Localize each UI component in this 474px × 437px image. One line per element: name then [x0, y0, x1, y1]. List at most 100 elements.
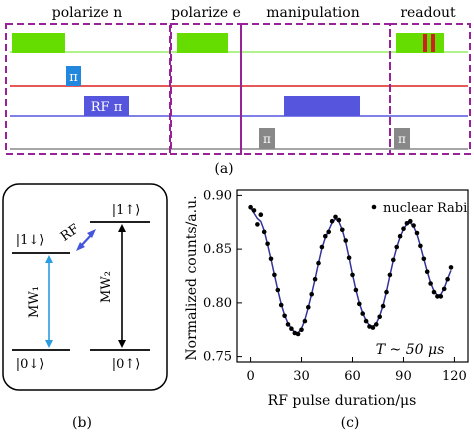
data-point [418, 243, 423, 249]
data-point [401, 226, 406, 231]
mw2-pi-label: π [263, 132, 271, 146]
data-point [306, 304, 311, 310]
mw2-pi-label: π [398, 132, 406, 146]
data-point [448, 265, 454, 270]
laser-pulse-polarize-e [177, 33, 228, 53]
y-tick-label: 0.85 [203, 242, 232, 257]
data-point [261, 229, 267, 235]
data-point [319, 244, 325, 250]
mw2-label: MW₂ [99, 271, 114, 303]
caption-c: (c) [341, 415, 360, 431]
data-point [323, 233, 328, 239]
data-point [248, 204, 253, 210]
level-label-1-up: |1↑⟩ [112, 203, 141, 218]
x-tick-label: 90 [395, 369, 412, 384]
data-point [295, 331, 301, 337]
data-point [282, 313, 287, 319]
data-point [408, 218, 413, 224]
data-point [431, 289, 437, 295]
caption-a: (a) [214, 161, 233, 177]
data-point [289, 326, 294, 332]
data-point [299, 327, 304, 333]
data-points [248, 204, 454, 337]
data-point [411, 223, 416, 228]
data-point [404, 221, 410, 226]
data-point [316, 260, 321, 266]
data-point [397, 233, 403, 239]
data-point [384, 289, 389, 295]
section-box-polarize-n [5, 23, 171, 155]
data-point [428, 281, 433, 286]
level-diagram-frame [2, 183, 168, 391]
rf-pi-pulse [84, 96, 129, 116]
section-box-polarize-e [170, 23, 242, 155]
mw1-pi-pulse [66, 66, 81, 86]
data-point [329, 218, 335, 224]
level-label-0-down: |0↓⟩ [16, 357, 45, 372]
data-point [278, 302, 284, 308]
mw2-pi-pulse-readout [394, 128, 410, 149]
data-point [353, 287, 359, 293]
panel-a: π RF π π π polarize n polarize e manipul… [5, 5, 471, 177]
data-point [363, 318, 369, 324]
section-title-polarize-n: polarize n [52, 5, 123, 21]
rf-pi-label: RF π [91, 100, 123, 115]
rf-transition-arrow [76, 229, 96, 251]
legend-label: nuclear Rabi [383, 201, 467, 216]
data-point [275, 287, 281, 293]
data-point [302, 318, 308, 324]
section-title-polarize-e: polarize e [171, 5, 241, 21]
rf-label: RF [58, 222, 82, 245]
x-tick-label: 60 [344, 369, 361, 384]
data-point [350, 272, 355, 278]
data-point [285, 322, 291, 327]
laser-pulse-polarize-n [12, 33, 65, 53]
data-point [326, 229, 332, 235]
laser-pulse-readout [396, 33, 444, 53]
section-title-readout: readout [400, 5, 456, 21]
mw1-transition-arrow [45, 255, 53, 348]
data-point [387, 272, 393, 278]
y-tick-label: 0.90 [203, 188, 232, 203]
data-point [343, 238, 349, 243]
data-point [312, 276, 318, 282]
data-point [394, 244, 400, 250]
data-point [258, 212, 264, 217]
section-box-readout [389, 23, 471, 155]
data-point [255, 222, 260, 227]
data-point [414, 230, 420, 236]
data-point [441, 286, 447, 292]
mw2-transition-arrow [118, 224, 126, 348]
data-point [370, 325, 376, 330]
data-point [421, 256, 427, 262]
data-point [336, 217, 342, 223]
data-point [346, 255, 352, 260]
data-point [424, 269, 430, 275]
data-point [340, 227, 345, 233]
data-point [251, 208, 257, 213]
data-point [309, 292, 315, 297]
axis-ticks: 0 30 60 90 120 0.75 0.80 0.85 0.90 [203, 188, 467, 384]
data-point [374, 322, 379, 327]
mw2-pi-pulse-manipulation [259, 128, 275, 149]
x-tick-label: 30 [293, 369, 310, 384]
panel-b: |1↓⟩ |0↓⟩ |1↑⟩ |0↑⟩ MW₁ MW₂ RF (b) [2, 183, 168, 431]
y-axis-label: Normalized counts/a.u. [184, 195, 200, 360]
rf-manipulation-pulse [284, 96, 360, 116]
fit-curve [249, 207, 452, 334]
data-point [377, 314, 383, 320]
annotation-t2: T ~ 50 μs [376, 342, 445, 358]
data-point [438, 294, 444, 299]
legend-marker [371, 204, 377, 210]
data-point [272, 272, 277, 278]
x-axis-label: RF pulse duration/μs [268, 393, 417, 409]
level-label-0-up: |0↑⟩ [112, 357, 141, 372]
x-tick-label: 0 [246, 369, 254, 384]
section-title-manipulation: manipulation [266, 5, 359, 21]
y-tick-label: 0.80 [203, 296, 232, 311]
readout-window-marker [423, 34, 427, 52]
mw1-pi-label: π [69, 70, 78, 85]
caption-b: (b) [72, 415, 92, 431]
